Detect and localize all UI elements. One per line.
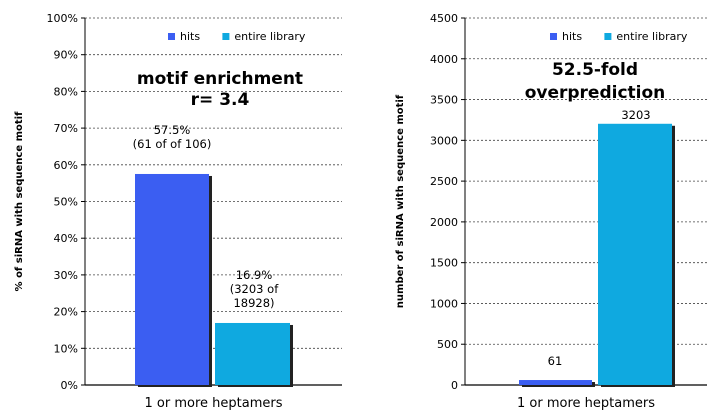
chart-2-y-tick-label: 2000	[430, 216, 458, 229]
chart-2-y-tick-label: 1000	[430, 297, 458, 310]
chart-1-bar-hits	[135, 173, 209, 385]
chart-2-legend-label: hits	[562, 30, 582, 43]
chart-2-legend-label: entire library	[616, 30, 688, 43]
chart-1-data-label: 57.5%	[154, 123, 191, 137]
chart-2-bar-hits	[519, 380, 592, 385]
chart-1-legend-swatch	[222, 33, 230, 40]
chart-2-y-tick-label: 3500	[430, 94, 458, 107]
chart-1-legend-label: entire library	[234, 30, 306, 43]
chart-2-annotation: 52.5-fold	[552, 60, 638, 80]
chart-1-y-tick-label: 70%	[54, 122, 78, 135]
chart-2-legend-swatch	[550, 33, 557, 40]
chart-2-data-label: 61	[548, 354, 563, 368]
chart-2-annotation: overprediction	[525, 83, 666, 103]
chart-2-y-tick-label: 500	[437, 338, 458, 351]
chart-1-y-tick-label: 100%	[47, 12, 78, 25]
chart-1-y-tick-label: 80%	[54, 85, 78, 98]
chart-1-data-label: (61 of of 106)	[133, 137, 212, 151]
chart-2-y-tick-label: 2500	[430, 175, 458, 188]
chart-2-data-label: 3203	[621, 108, 650, 122]
chart-1-data-label: (3203 of	[230, 282, 279, 296]
chart-1-y-tick-label: 0%	[61, 379, 78, 392]
chart-1-bar-entire-library	[215, 322, 290, 385]
chart-2-y-tick-label: 4500	[430, 12, 458, 25]
chart-1-category-label: 1 or more heptamers	[145, 396, 283, 411]
chart-1-legend-swatch	[168, 33, 175, 40]
chart-2-y-tick-label: 4000	[430, 53, 458, 66]
chart-1-annotation: motif enrichment	[137, 69, 303, 89]
chart-1-y-tick-label: 30%	[54, 269, 78, 282]
chart-1-y-tick-label: 60%	[54, 159, 78, 172]
chart-2-y-axis-title: number of siRNA with sequence motif	[395, 94, 406, 308]
chart-2-legend-swatch	[604, 33, 612, 40]
chart-2-bar-entire-library	[598, 123, 672, 385]
chart-1-y-tick-label: 20%	[54, 306, 78, 319]
chart-1-data-label: 18928)	[233, 296, 274, 310]
chart-1-y-tick-label: 40%	[54, 232, 78, 245]
chart-1-y-tick-label: 90%	[54, 49, 78, 62]
chart-1-y-axis-title: % of siRNA with sequence motif	[14, 111, 25, 292]
chart-2-y-tick-label: 1500	[430, 257, 458, 270]
chart-2-category-label: 1 or more heptamers	[517, 396, 655, 411]
chart-1-annotation: r= 3.4	[191, 90, 250, 110]
chart-2-y-tick-label: 3000	[430, 134, 458, 147]
chart-1-y-tick-label: 10%	[54, 342, 78, 355]
chart-1-y-tick-label: 50%	[54, 196, 78, 209]
chart-1-data-label: 16.9%	[236, 268, 273, 282]
chart-2-y-tick-label: 0	[451, 379, 458, 392]
chart-1-legend-label: hits	[180, 30, 200, 43]
